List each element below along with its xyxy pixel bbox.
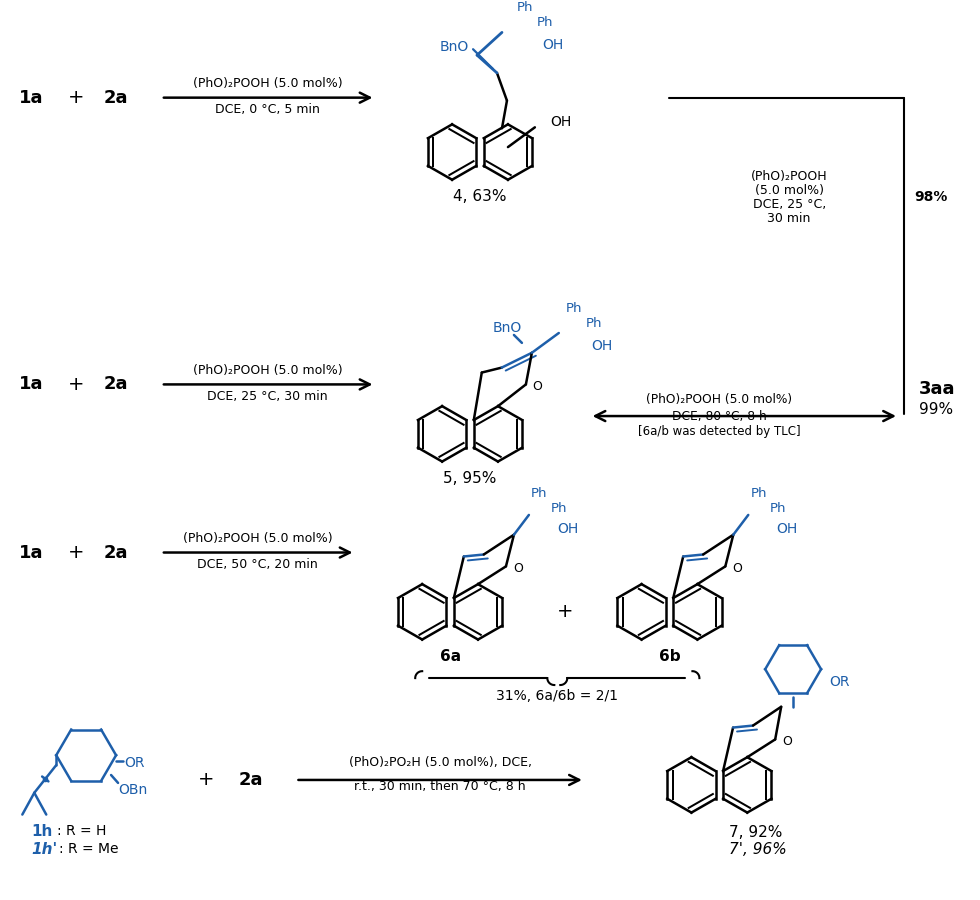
- Text: BnO: BnO: [439, 40, 468, 54]
- Text: +: +: [68, 375, 84, 394]
- Text: Ph: Ph: [751, 487, 766, 500]
- Text: DCE, 25 °C,: DCE, 25 °C,: [753, 198, 826, 211]
- Text: 6b: 6b: [659, 649, 680, 664]
- Text: Ph: Ph: [551, 501, 567, 515]
- Text: : R = Me: : R = Me: [59, 842, 119, 856]
- Text: (PhO)₂POOH (5.0 mol%): (PhO)₂POOH (5.0 mol%): [193, 77, 342, 90]
- Text: 2a: 2a: [238, 771, 263, 789]
- Text: +: +: [198, 770, 214, 789]
- Text: r.t., 30 min, then 70 °C, 8 h: r.t., 30 min, then 70 °C, 8 h: [355, 780, 526, 794]
- Text: OH: OH: [550, 115, 571, 130]
- Text: OR: OR: [124, 756, 144, 770]
- Text: (5.0 mol%): (5.0 mol%): [755, 184, 823, 197]
- Text: Ph: Ph: [537, 16, 554, 29]
- Text: O: O: [513, 562, 522, 575]
- Text: [6a/b was detected by TLC]: [6a/b was detected by TLC]: [638, 426, 801, 438]
- Text: 2a: 2a: [104, 375, 128, 393]
- Text: 6a: 6a: [440, 649, 461, 664]
- Text: OH: OH: [592, 339, 612, 353]
- Text: O: O: [532, 380, 542, 393]
- Text: +: +: [68, 88, 84, 107]
- Text: 30 min: 30 min: [767, 212, 810, 225]
- Text: (PhO)₂POOH (5.0 mol%): (PhO)₂POOH (5.0 mol%): [646, 392, 793, 406]
- Text: OBn: OBn: [118, 783, 147, 796]
- Text: +: +: [68, 543, 84, 562]
- Text: 2a: 2a: [104, 544, 128, 562]
- Text: 7, 92%: 7, 92%: [729, 825, 783, 840]
- Text: Ph: Ph: [770, 501, 787, 515]
- Text: (PhO)₂POOH: (PhO)₂POOH: [751, 170, 827, 184]
- Text: O: O: [732, 562, 742, 575]
- Text: Ph: Ph: [565, 302, 582, 315]
- Text: 5, 95%: 5, 95%: [443, 471, 497, 486]
- Text: DCE, 25 °C, 30 min: DCE, 25 °C, 30 min: [208, 390, 328, 403]
- Text: 1h': 1h': [31, 842, 58, 857]
- Text: : R = H: : R = H: [57, 824, 107, 839]
- Text: OH: OH: [557, 522, 578, 536]
- Text: OR: OR: [829, 675, 850, 689]
- Text: (PhO)₂POOH (5.0 mol%): (PhO)₂POOH (5.0 mol%): [183, 532, 332, 545]
- Text: O: O: [782, 735, 792, 748]
- Text: (PhO)₂PO₂H (5.0 mol%), DCE,: (PhO)₂PO₂H (5.0 mol%), DCE,: [349, 756, 531, 769]
- Text: DCE, 50 °C, 20 min: DCE, 50 °C, 20 min: [197, 558, 318, 571]
- Text: 1a: 1a: [19, 375, 43, 393]
- Text: OH: OH: [542, 38, 564, 52]
- Text: 1a: 1a: [19, 89, 43, 107]
- Text: 4, 63%: 4, 63%: [454, 189, 507, 204]
- Text: 1h: 1h: [31, 824, 53, 839]
- Text: 31%, 6a/6b = 2/1: 31%, 6a/6b = 2/1: [496, 688, 618, 703]
- Text: 3aa: 3aa: [919, 381, 955, 399]
- Text: 99%: 99%: [919, 401, 953, 417]
- Text: +: +: [557, 602, 573, 621]
- Text: Ph: Ph: [516, 1, 533, 14]
- Text: (PhO)₂POOH (5.0 mol%): (PhO)₂POOH (5.0 mol%): [193, 364, 342, 377]
- Text: 98%: 98%: [913, 190, 948, 203]
- Text: DCE, 0 °C, 5 min: DCE, 0 °C, 5 min: [216, 103, 320, 116]
- Text: Ph: Ph: [586, 317, 603, 329]
- Text: Ph: Ph: [531, 487, 548, 500]
- Text: OH: OH: [776, 522, 798, 536]
- Text: DCE, 80 °C, 8 h: DCE, 80 °C, 8 h: [672, 410, 766, 423]
- Text: 7', 96%: 7', 96%: [729, 842, 787, 857]
- Text: 2a: 2a: [104, 89, 128, 107]
- Text: BnO: BnO: [492, 321, 521, 335]
- Text: 1a: 1a: [19, 544, 43, 562]
